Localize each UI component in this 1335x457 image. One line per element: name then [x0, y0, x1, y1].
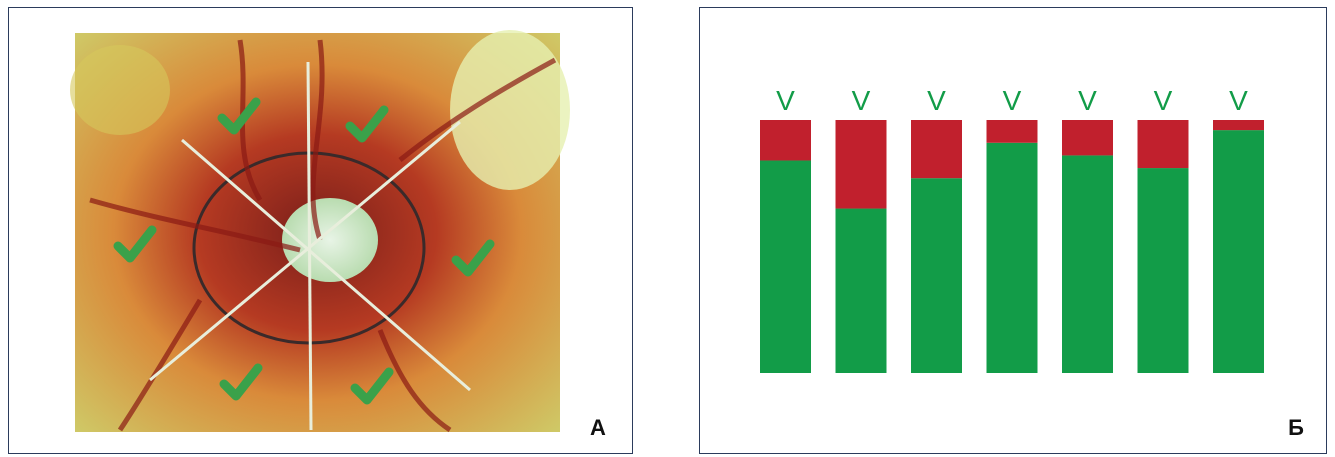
bar-label: V — [1154, 85, 1173, 116]
bar-segment — [911, 120, 962, 178]
bar-label: V — [927, 85, 946, 116]
page: А Б VVVVVVV (() => { const data = JSON.p… — [0, 0, 1335, 457]
bar-segment — [760, 120, 811, 160]
bar-segment — [1062, 155, 1113, 373]
bar-label: V — [776, 85, 795, 116]
bar-segment — [760, 160, 811, 373]
panel-label: А — [590, 415, 606, 440]
bar-segment — [987, 143, 1038, 373]
bar-segment — [1062, 120, 1113, 155]
bar-segment — [1213, 130, 1264, 373]
figure: А Б V V V V V V V — [0, 0, 1335, 457]
bar-segment — [836, 209, 887, 373]
bar-segment — [1213, 120, 1264, 130]
fundus-image — [70, 30, 570, 432]
bar-segment — [911, 178, 962, 373]
bar-segment — [1138, 120, 1189, 168]
bar-label: V — [1229, 85, 1248, 116]
bar-segment — [1138, 168, 1189, 373]
bar-label: V — [852, 85, 871, 116]
bar-label: V — [1078, 85, 1097, 116]
bar-segment — [987, 120, 1038, 143]
bar-segment — [836, 120, 887, 209]
bar-label: V — [1003, 85, 1022, 116]
panel-label: Б — [1288, 415, 1304, 440]
